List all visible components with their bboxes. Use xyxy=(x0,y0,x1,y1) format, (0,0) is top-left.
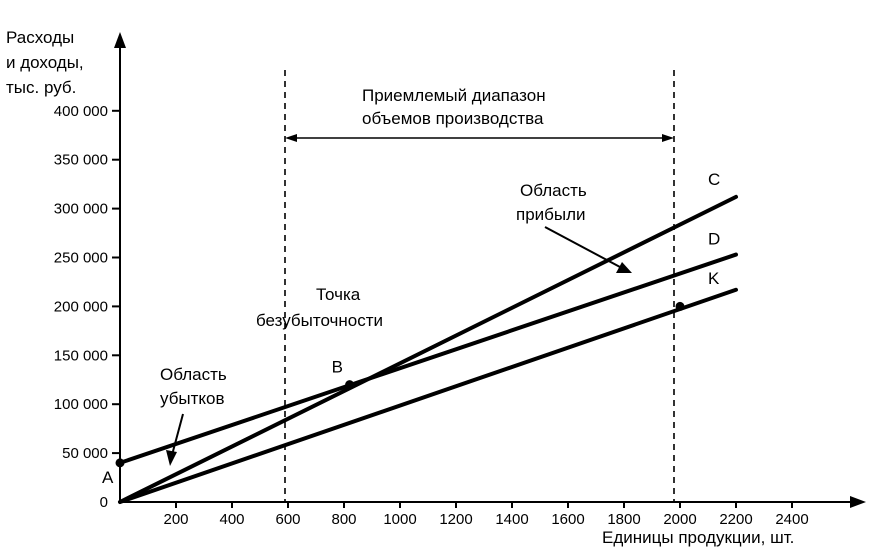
x-axis-label: Единицы продукции, шт. xyxy=(602,528,794,547)
x-axis-arrowhead xyxy=(850,496,866,508)
series-line-d xyxy=(118,252,738,465)
point-marker xyxy=(115,458,125,468)
loss-arrowhead xyxy=(166,450,177,466)
range-label-line-1: Приемлемый диапазон xyxy=(362,86,546,105)
x-ticks: 200 400 600 800 1000 1200 1400 1600 1800 2000 2200… xyxy=(163,502,809,528)
profit-arrow xyxy=(544,226,621,268)
profit-arrowhead xyxy=(616,262,632,273)
x-tick-label: 1800 xyxy=(607,511,640,528)
loss-label-line-2: убытков xyxy=(160,389,225,408)
breakeven-label-line-2: безубыточности xyxy=(256,311,383,330)
x-tick-label: 1600 xyxy=(551,511,584,528)
y-tick-label: 250 000 xyxy=(54,250,108,267)
profit-label-line-1: Область xyxy=(520,181,587,200)
point-marker xyxy=(675,301,685,311)
x-tick-label: 2200 xyxy=(719,511,752,528)
series-line-c xyxy=(118,194,738,504)
series-line-k xyxy=(118,287,738,504)
x-tick-label: 800 xyxy=(331,511,356,528)
series-label-k: K xyxy=(708,269,720,288)
point-label-b: B xyxy=(332,358,343,377)
y-axis-label-line-1: Расходы xyxy=(6,28,74,47)
profit-label-line-2: прибыли xyxy=(516,205,586,224)
range-arrow-right xyxy=(662,134,674,142)
x-tick-label: 1200 xyxy=(439,511,472,528)
y-axis-label-line-2: и доходы, xyxy=(6,53,84,72)
series-label-d: D xyxy=(708,230,720,249)
x-tick-label: 200 xyxy=(163,511,188,528)
loss-arrow xyxy=(171,413,184,456)
range-arrow-left xyxy=(285,134,297,142)
x-tick-label: 2400 xyxy=(775,511,808,528)
y-tick-label: 50 000 xyxy=(62,445,108,462)
x-tick-label: 2000 xyxy=(663,511,696,528)
series-lines: C D K xyxy=(118,170,738,504)
point-label-a: A xyxy=(102,468,114,487)
breakeven-label-line-1: Точка xyxy=(316,285,361,304)
x-tick-label: 400 xyxy=(219,511,244,528)
x-tick-label: 600 xyxy=(275,511,300,528)
x-tick-label: 1400 xyxy=(495,511,528,528)
acceptable-range xyxy=(284,70,675,502)
point-marker xyxy=(345,380,355,390)
data-points: AB xyxy=(102,301,685,487)
x-tick-label: 1000 xyxy=(383,511,416,528)
y-tick-label: 200 000 xyxy=(54,298,108,315)
y-axis-arrowhead xyxy=(114,32,126,48)
y-axis-label-line-3: тыс. руб. xyxy=(6,78,76,97)
y-tick-label: 400 000 xyxy=(54,103,108,120)
y-tick-label: 0 xyxy=(100,494,108,511)
y-tick-label: 300 000 xyxy=(54,201,108,218)
y-tick-label: 150 000 xyxy=(54,347,108,364)
y-tick-label: 350 000 xyxy=(54,152,108,169)
loss-label-line-1: Область xyxy=(160,365,227,384)
y-tick-label: 100 000 xyxy=(54,396,108,413)
y-ticks: 0 50 000 100 000 150 000 200 000 250 000 300 0… xyxy=(54,103,120,511)
series-label-c: C xyxy=(708,170,720,189)
range-label-line-2: объемов производства xyxy=(362,109,544,128)
